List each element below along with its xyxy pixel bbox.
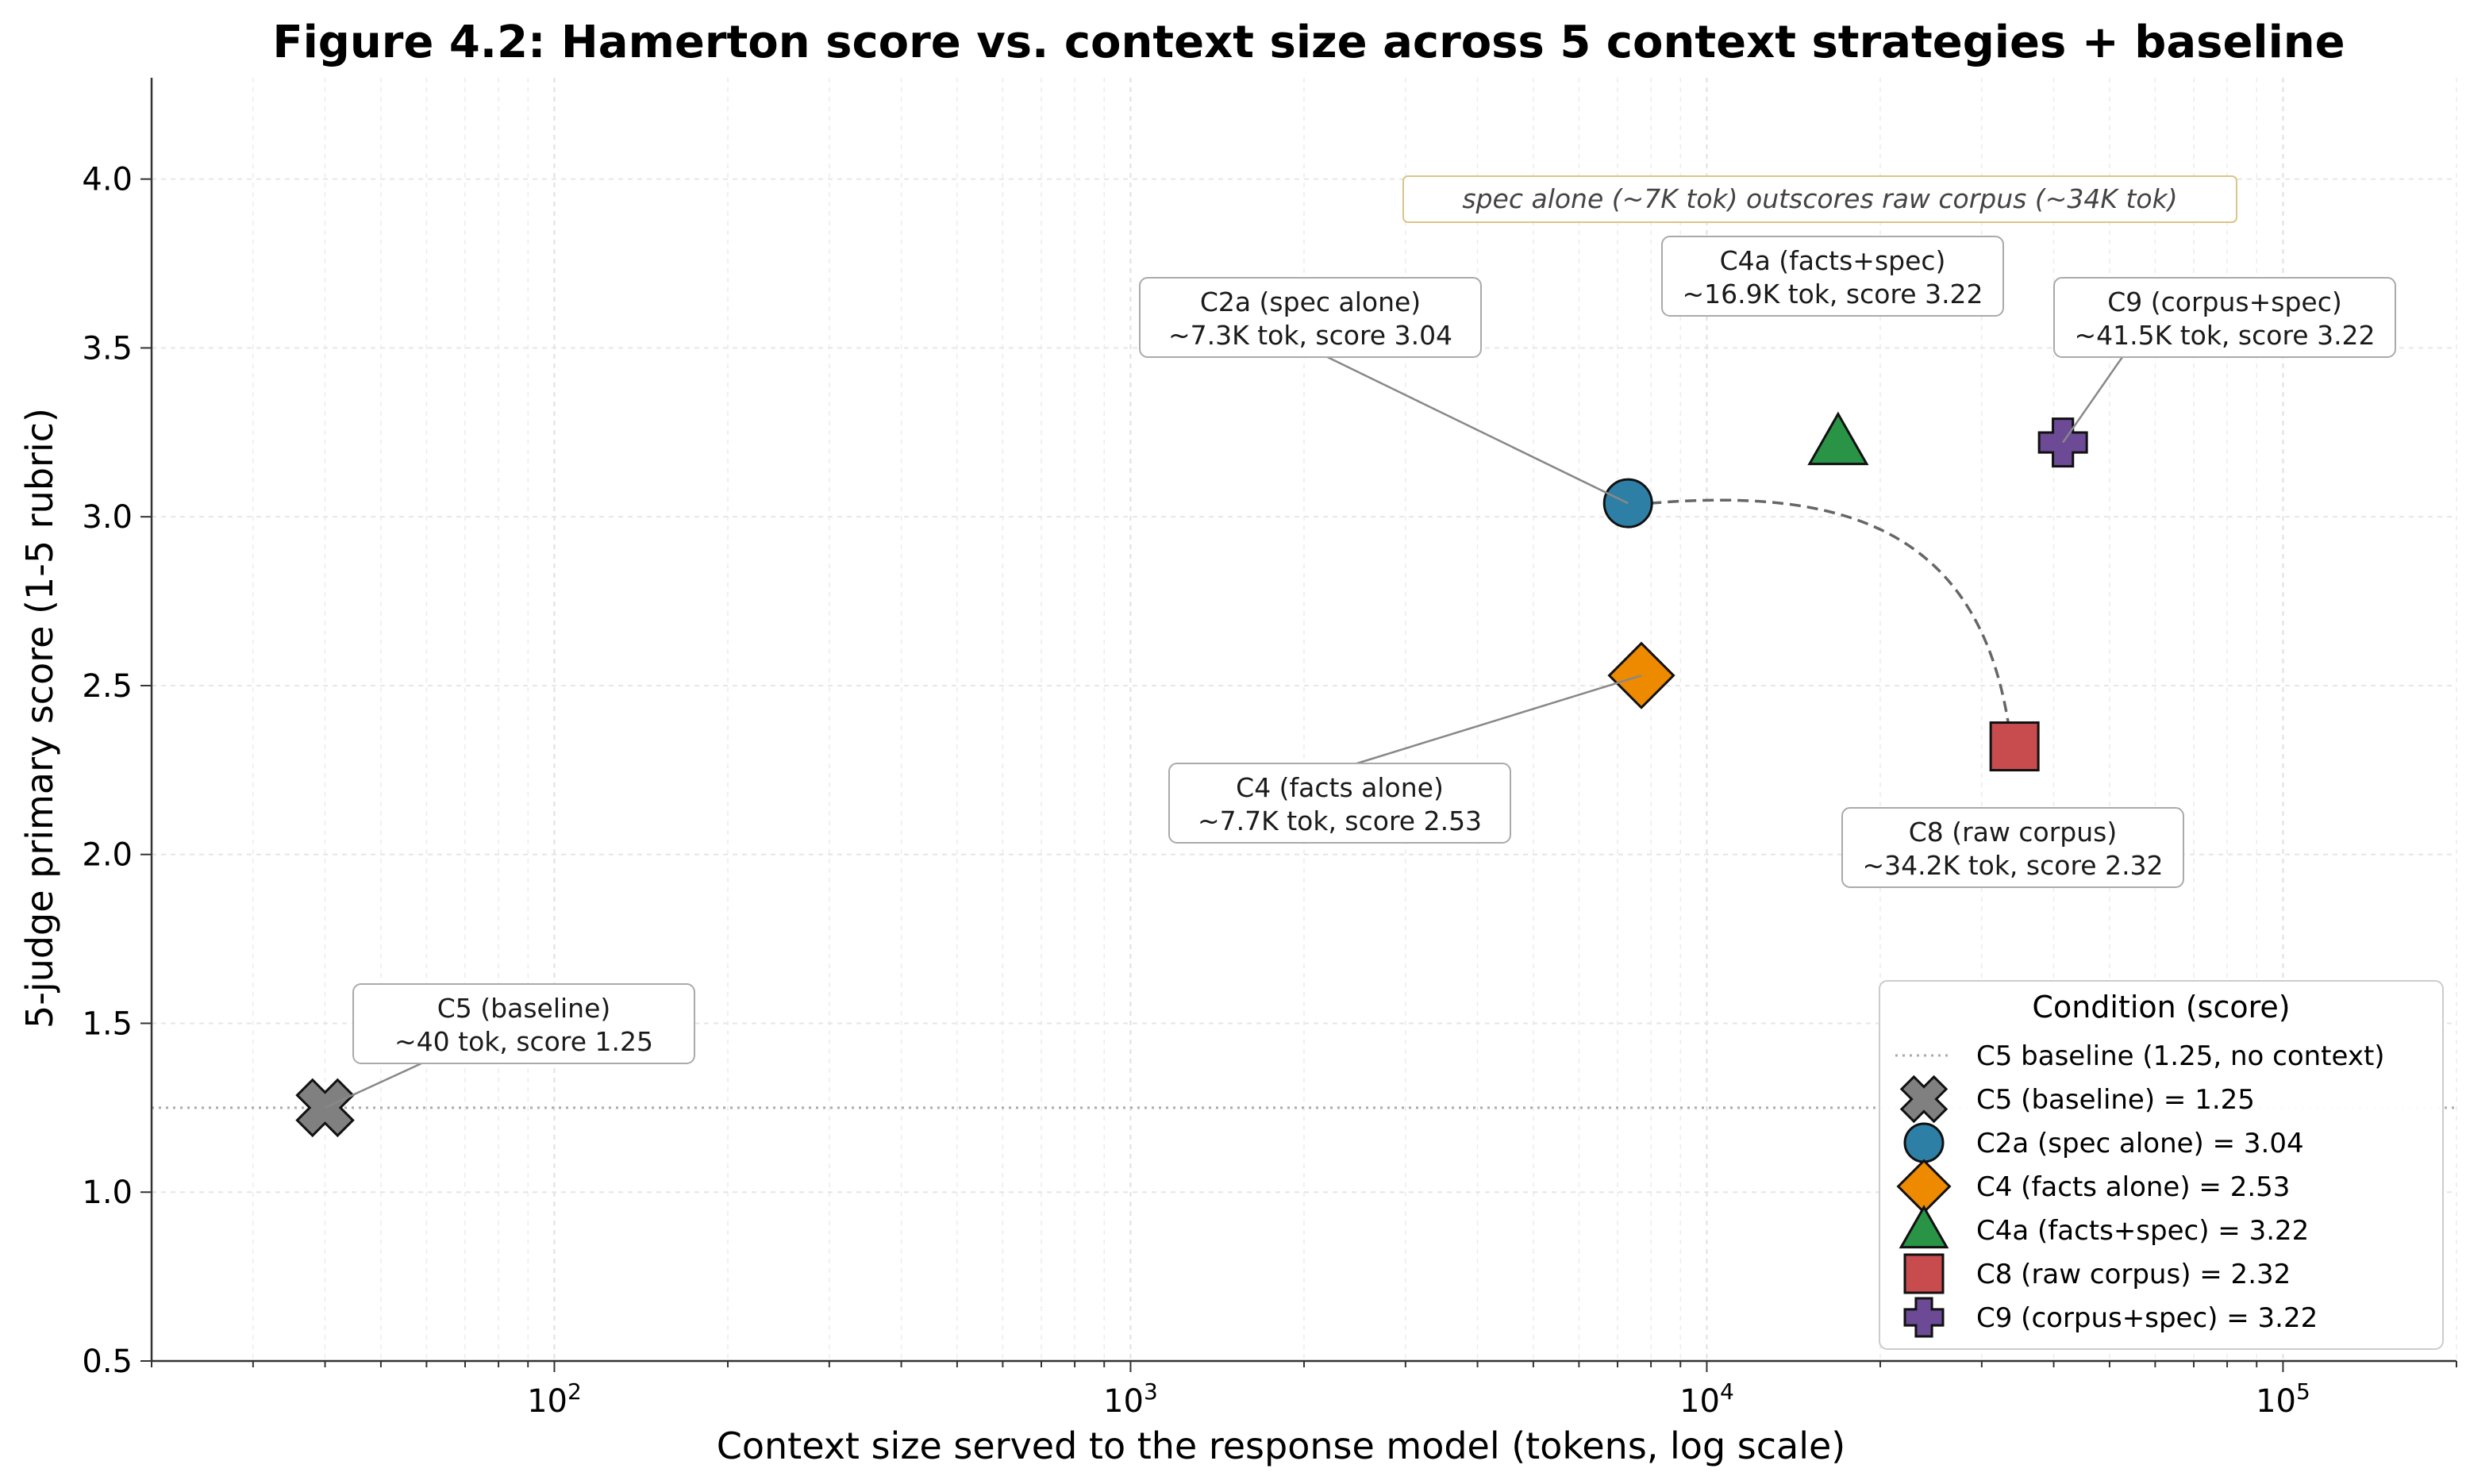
y-axis-label: 5-judge primary score (1-5 rubric) [18,408,61,1028]
annotation-line: C4a (facts+spec) [1720,245,1946,276]
note-text: spec alone (~7K tok) outscores raw corpu… [1462,183,2177,214]
y-tick-label: 0.5 [82,1344,133,1380]
axes: 0.5 1.0 1.5 2.0 2.5 3.0 3.5 4.0 102 103 104 105 [82,78,2457,1420]
annotation-box [1168,763,1511,844]
annotation-line: ~40 tok, score 1.25 [394,1026,653,1057]
annotation-leader [2062,356,2124,444]
x-axis-label: Context size served to the response mode… [717,1424,1846,1467]
annotation-line: ~16.9K tok, score 3.22 [1682,279,1983,309]
legend-entry-label: C4a (facts+spec) = 3.22 [1976,1215,2309,1247]
grid [151,78,2457,1362]
legend-entry-label: C4 (facts alone) = 2.53 [1976,1171,2290,1203]
legend-box [1879,980,2444,1350]
legend-c8-marker [1903,1253,1945,1294]
annotation-box [352,983,695,1064]
annotation-box [1841,807,2184,888]
note: spec alone (~7K tok) outscores raw corpu… [1402,175,2237,223]
annotation-box [1661,236,2004,317]
note-box [1402,175,2237,223]
annotation-box [2053,277,2396,358]
y-tick-label: 3.5 [82,330,133,367]
c2a-to-c8-connector [1650,498,2010,723]
annotation-leader [1326,356,1629,505]
c4a-marker [1807,411,1869,466]
y-tick-label: 4.0 [82,162,133,198]
legend-entry-label: C8 (raw corpus) = 2.32 [1976,1259,2291,1290]
legend-entry-label: C9 (corpus+spec) = 3.22 [1976,1302,2318,1334]
annotations: C5 (baseline)~40 tok, score 1.25 C2a (spe… [325,236,2396,1109]
legend: Condition (score) C5 baseline (1.25, no c… [1879,980,2444,1350]
x-tick-label: 102 [527,1378,582,1420]
annotation-line: C9 (corpus+spec) [2107,286,2341,317]
annotation-line: ~7.3K tok, score 3.04 [1168,320,1452,351]
annotation-leader [325,1062,422,1109]
annotation-line: C2a (spec alone) [1200,286,1421,317]
y-tick-label: 2.5 [82,668,133,705]
chart-title: Figure 4.2: Hamerton score vs. context s… [272,17,2345,68]
legend-c5-marker [1899,1075,1949,1124]
annotation-box [1139,277,1482,358]
legend-title: Condition (score) [2032,990,2290,1025]
y-tick-label: 1.0 [82,1175,133,1211]
legend-c9-marker [1903,1297,1945,1338]
y-tick-label: 3.0 [82,499,133,536]
connector-layer [1650,498,2010,723]
annotation-line: ~7.7K tok, score 2.53 [1198,805,1482,836]
legend-entry-label: C2a (spec alone) = 3.04 [1976,1128,2304,1159]
annotation-line: ~41.5K tok, score 3.22 [2074,320,2375,351]
x-tick-label: 103 [1103,1378,1158,1420]
x-tick-label: 105 [2256,1378,2310,1420]
annotation-leader [1356,674,1642,765]
annotation-line: C4 (facts alone) [1236,772,1444,803]
legend-c4a-marker [1899,1205,1949,1249]
annotation-line: C5 (baseline) [437,993,611,1024]
legend-entry-label: C5 (baseline) = 1.25 [1976,1084,2255,1116]
y-tick-label: 2.0 [82,837,133,874]
legend-c2a-marker [1903,1122,1945,1163]
y-tick-label: 1.5 [82,1005,133,1042]
annotation-line: ~34.2K tok, score 2.32 [1862,850,2163,881]
x-tick-label: 104 [1679,1378,1734,1420]
annotation-line: C8 (raw corpus) [1909,817,2118,848]
c8-marker [1989,721,2040,772]
legend-entry-label: C5 baseline (1.25, no context) [1976,1040,2385,1072]
